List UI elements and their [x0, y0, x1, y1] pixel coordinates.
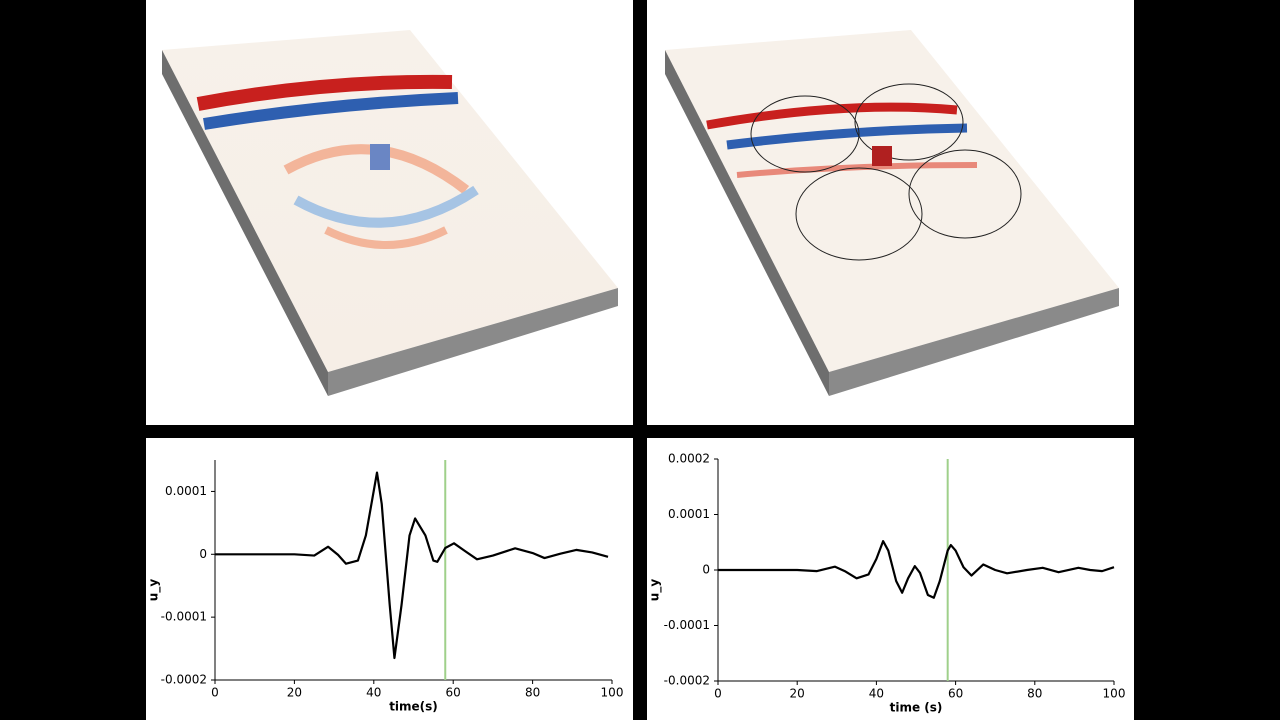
x-tick-label: 100 — [601, 686, 624, 700]
circle-outline — [908, 149, 1022, 239]
wave-ring — [324, 226, 448, 249]
y-tick-label: -0.0002 — [664, 674, 710, 688]
wave-band — [706, 102, 958, 130]
chart-right: -0.0002 -0.0001 0 0.0001 0.0002 0 20 40 60 80 100 t… — [647, 438, 1134, 720]
x-tick-label: 20 — [790, 687, 805, 701]
y-tick-label: 0.0002 — [668, 452, 710, 466]
y-tick-label: 0.0001 — [165, 484, 207, 498]
x-tick-label: 100 — [1103, 687, 1126, 701]
slab-side — [162, 50, 328, 396]
x-tick-label: 80 — [1027, 687, 1042, 701]
x-tick-label: 0 — [714, 687, 722, 701]
wave-band — [196, 74, 453, 111]
x-tick-label: 40 — [869, 687, 884, 701]
y-tick-label: 0.0001 — [668, 507, 710, 521]
y-axis-label: u_y — [147, 579, 162, 602]
x-axis-label: time(s) — [389, 700, 438, 714]
simulation-view-right — [647, 0, 1134, 425]
wave-band — [736, 162, 978, 178]
x-tick-label: 60 — [446, 686, 461, 700]
y-tick-label: 0 — [199, 547, 207, 561]
wave-band — [203, 92, 459, 130]
slab-side — [665, 50, 829, 396]
x-tick-label: 40 — [366, 686, 381, 700]
y-tick-label: 0 — [702, 563, 710, 577]
wave-band — [726, 123, 968, 150]
slab-front — [829, 288, 1119, 396]
x-axis-label: time (s) — [890, 701, 943, 715]
circle-outline — [750, 95, 860, 173]
x-tick-label: 0 — [211, 686, 219, 700]
x-tick-label: 80 — [525, 686, 540, 700]
wave-ring — [293, 185, 479, 228]
obstacle — [872, 146, 892, 166]
y-tick-label: -0.0001 — [664, 618, 710, 632]
signal-line — [215, 471, 609, 660]
slab-front — [328, 288, 618, 396]
circle-outline — [854, 83, 964, 161]
circle-outline — [795, 167, 923, 261]
chart-left: -0.0002 -0.0001 0 0.0001 0 20 40 60 80 100 time(s)… — [146, 438, 633, 720]
x-tick-label: 20 — [287, 686, 302, 700]
y-axis-label: u_y — [648, 579, 663, 602]
signal-line — [718, 540, 1115, 599]
y-tick-label: -0.0001 — [161, 610, 207, 624]
obstacle — [370, 144, 390, 170]
simulation-view-left — [146, 0, 633, 425]
x-tick-label: 60 — [948, 687, 963, 701]
y-tick-label: -0.0002 — [161, 673, 207, 687]
